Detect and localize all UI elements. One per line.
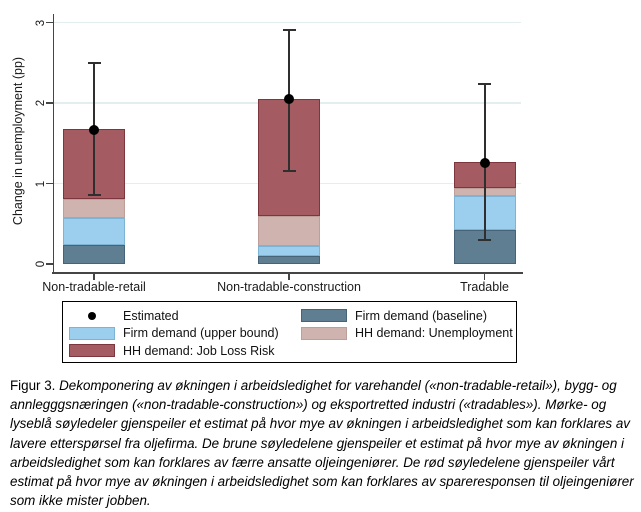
x-axis-tick — [93, 272, 95, 280]
ci-lower-cap — [478, 238, 491, 241]
x-axis-tick — [288, 272, 290, 280]
ci-lower-cap — [282, 169, 296, 172]
estimated-point-marker — [89, 124, 99, 135]
caption-label: Figur 3. — [10, 378, 56, 393]
caption-text: Dekomponering av økningen i arbeidsledig… — [10, 378, 634, 509]
estimated-point-marker — [284, 93, 294, 104]
bar-segment-firm-demand-baseline — [258, 255, 320, 264]
y-axis-tick — [46, 102, 53, 104]
bar-segment-firm-demand-baseline — [63, 245, 125, 264]
x-axis-tick — [483, 272, 486, 280]
legend-swatch-icon — [69, 326, 115, 340]
legend-item-label: Estimated — [123, 308, 179, 323]
y-tick-label: 0 — [35, 260, 47, 268]
legend-item-estimated: Estimated — [69, 307, 301, 325]
y-axis-tick — [46, 21, 53, 24]
legend-item-label: Firm demand (upper bound) — [123, 326, 279, 341]
bar-segment-firm-demand-upper-bound — [258, 246, 320, 256]
legend-item-label: HH demand: Job Loss Risk — [123, 343, 275, 358]
legend-dot-icon — [69, 309, 115, 322]
ci-upper-cap — [478, 83, 491, 86]
dot-icon — [88, 311, 96, 320]
x-axis-line — [52, 272, 523, 274]
ci-lower-cap — [87, 193, 101, 196]
y-axis-tick — [46, 182, 53, 185]
bar-segment-hh-demand-unemployment — [63, 198, 125, 219]
legend-swatch-icon — [301, 309, 347, 323]
y-gridline — [54, 21, 521, 24]
legend-item-hh-demand-job-loss-risk: HH demand: Job Loss Risk — [69, 342, 301, 360]
estimated-point-marker — [479, 157, 490, 168]
y-axis-tick — [46, 263, 53, 265]
legend-grid: Estimated Firm demand (baseline) Firm dema… — [69, 307, 516, 360]
x-category-label: Non-tradable-retail — [42, 280, 146, 294]
legend-item-firm-demand-upper-bound: Firm demand (upper bound) — [69, 325, 301, 343]
bar-segment-hh-demand-unemployment — [258, 215, 320, 247]
legend: Estimated Firm demand (baseline) Firm dema… — [62, 301, 517, 363]
y-tick-label: 1 — [35, 180, 47, 187]
legend-swatch-icon — [69, 344, 115, 358]
y-axis-line — [52, 14, 54, 274]
legend-item-label: Firm demand (baseline) — [355, 308, 487, 323]
y-axis-title: Change in unemployment (pp) — [11, 56, 25, 226]
ci-upper-cap — [282, 28, 296, 31]
legend-item-label: HH demand: Unemployment — [355, 326, 513, 341]
legend-item-firm-demand-baseline: Firm demand (baseline) — [301, 307, 516, 325]
legend-item-hh-demand-unemployment: HH demand: Unemployment — [301, 325, 516, 343]
figure-caption: Figur 3. Dekomponering av økningen i arb… — [10, 376, 634, 510]
y-tick-label: 2 — [35, 99, 47, 107]
ci-upper-cap — [87, 61, 101, 64]
x-category-label: Non-tradable-construction — [217, 280, 361, 294]
x-category-label: Tradable — [460, 280, 509, 294]
bar-segment-firm-demand-upper-bound — [63, 218, 125, 246]
legend-swatch-icon — [301, 326, 347, 340]
y-tick-label: 3 — [35, 19, 47, 26]
